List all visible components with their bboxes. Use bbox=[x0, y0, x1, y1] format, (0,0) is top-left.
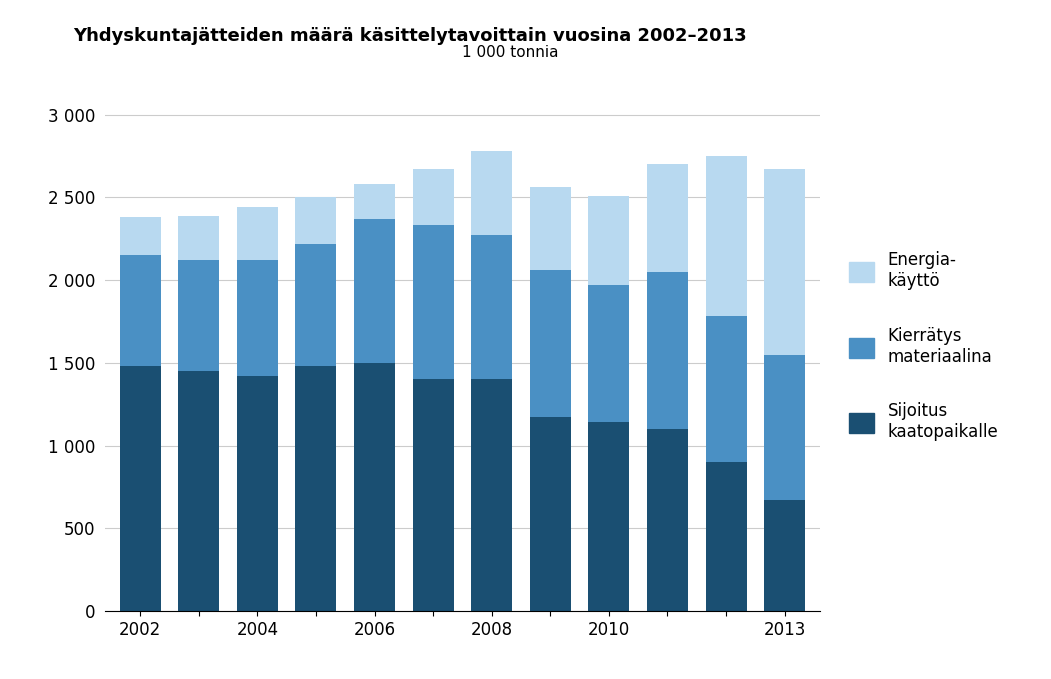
Bar bbox=[354, 184, 395, 219]
Text: 1 000 tonnia: 1 000 tonnia bbox=[462, 45, 559, 60]
Bar bbox=[413, 380, 454, 611]
Bar bbox=[295, 366, 336, 611]
Bar bbox=[471, 151, 512, 236]
Bar bbox=[354, 219, 395, 363]
Bar bbox=[179, 215, 220, 260]
Bar bbox=[705, 156, 746, 316]
Bar bbox=[647, 272, 688, 429]
Bar bbox=[589, 196, 630, 285]
Bar bbox=[764, 500, 805, 611]
Bar bbox=[705, 462, 746, 611]
Bar bbox=[530, 270, 571, 418]
Bar bbox=[120, 217, 161, 255]
Bar bbox=[764, 169, 805, 354]
Bar bbox=[471, 236, 512, 380]
Bar bbox=[179, 260, 220, 371]
Legend: Energia-
käyttö, Kierrätys
materiaalina, Sijoitus
kaatopaikalle: Energia- käyttö, Kierrätys materiaalina,… bbox=[843, 244, 1005, 448]
Bar bbox=[236, 207, 277, 260]
Bar bbox=[179, 371, 220, 611]
Bar bbox=[413, 169, 454, 225]
Bar bbox=[471, 380, 512, 611]
Bar bbox=[647, 164, 688, 272]
Bar bbox=[295, 198, 336, 244]
Bar bbox=[764, 354, 805, 500]
Bar bbox=[295, 244, 336, 366]
Bar bbox=[413, 225, 454, 380]
Bar bbox=[236, 260, 277, 376]
Bar bbox=[705, 316, 746, 462]
Text: Yhdyskuntajätteiden määrä käsittelytavoittain vuosina 2002–2013: Yhdyskuntajätteiden määrä käsittelytavoi… bbox=[74, 27, 747, 45]
Bar bbox=[647, 429, 688, 611]
Bar bbox=[120, 255, 161, 366]
Bar bbox=[589, 285, 630, 422]
Bar bbox=[530, 187, 571, 270]
Bar bbox=[530, 418, 571, 611]
Bar bbox=[589, 422, 630, 611]
Bar bbox=[236, 376, 277, 611]
Bar bbox=[120, 366, 161, 611]
Bar bbox=[354, 363, 395, 611]
